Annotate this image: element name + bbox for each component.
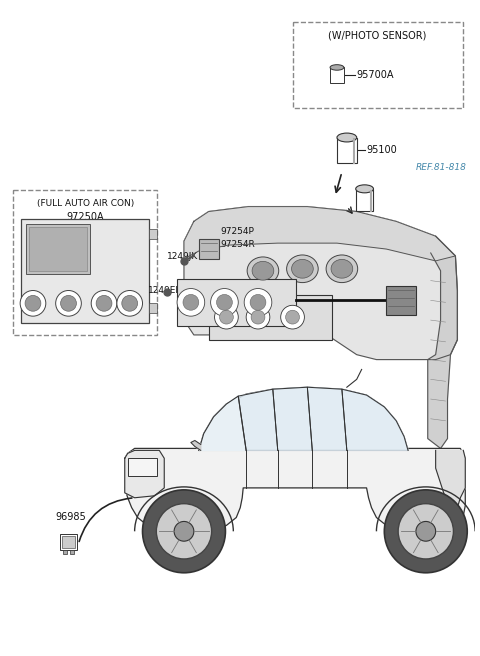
Circle shape (143, 490, 226, 573)
Polygon shape (428, 236, 457, 449)
Text: 1249EE: 1249EE (147, 286, 181, 295)
Circle shape (183, 295, 199, 310)
Circle shape (219, 310, 233, 324)
Bar (29, 228, 87, 271)
Ellipse shape (331, 259, 353, 278)
Circle shape (122, 295, 138, 311)
Circle shape (177, 289, 204, 316)
Polygon shape (436, 451, 465, 514)
Circle shape (398, 504, 454, 559)
Ellipse shape (356, 185, 373, 193)
Polygon shape (125, 449, 465, 531)
Circle shape (20, 291, 46, 316)
Text: 97254R: 97254R (220, 239, 255, 249)
FancyBboxPatch shape (292, 22, 463, 108)
Polygon shape (199, 387, 408, 451)
Bar (199, 239, 218, 259)
Bar (356, 189, 373, 211)
Bar (337, 138, 357, 163)
Text: (FULL AUTO AIR CON): (FULL AUTO AIR CON) (36, 199, 134, 208)
Polygon shape (184, 207, 456, 261)
Circle shape (25, 295, 41, 311)
Circle shape (174, 522, 194, 541)
Bar (209, 295, 332, 340)
Circle shape (384, 490, 467, 573)
Polygon shape (307, 387, 347, 451)
Polygon shape (184, 207, 457, 359)
Bar (71, 550, 74, 554)
Text: 95700A: 95700A (357, 70, 394, 80)
Polygon shape (273, 387, 312, 451)
Bar (61, 536, 75, 548)
Circle shape (250, 295, 266, 310)
Bar (60, 534, 77, 550)
Bar (26, 224, 90, 274)
Ellipse shape (337, 133, 357, 142)
Text: 96985: 96985 (56, 512, 86, 522)
Polygon shape (342, 389, 408, 451)
Circle shape (56, 291, 81, 316)
Bar (330, 68, 344, 83)
Ellipse shape (291, 259, 313, 278)
Polygon shape (191, 441, 201, 451)
Ellipse shape (330, 65, 344, 70)
Circle shape (216, 295, 232, 310)
Polygon shape (125, 451, 164, 498)
Circle shape (251, 310, 265, 324)
Text: 97254P: 97254P (220, 227, 254, 236)
Circle shape (156, 504, 212, 559)
Text: 97250A: 97250A (220, 286, 255, 295)
FancyBboxPatch shape (13, 190, 157, 335)
Bar (62, 550, 67, 554)
Text: 95100: 95100 (367, 146, 397, 155)
Bar (386, 285, 416, 315)
Bar (177, 279, 296, 326)
Circle shape (246, 305, 270, 329)
Bar (149, 303, 157, 313)
Ellipse shape (287, 255, 318, 283)
Circle shape (416, 522, 436, 541)
Circle shape (215, 305, 238, 329)
Bar (21, 220, 149, 323)
Circle shape (211, 289, 238, 316)
Circle shape (286, 310, 300, 324)
Bar (149, 230, 157, 239)
Ellipse shape (252, 261, 274, 280)
Ellipse shape (326, 255, 358, 283)
Polygon shape (199, 396, 246, 451)
Text: 1249JK: 1249JK (167, 253, 198, 262)
Circle shape (244, 289, 272, 316)
Text: (W/PHOTO SENSOR): (W/PHOTO SENSOR) (328, 31, 427, 41)
Text: 97250A: 97250A (66, 213, 104, 222)
Circle shape (91, 291, 117, 316)
Circle shape (281, 305, 304, 329)
Polygon shape (238, 389, 278, 451)
Circle shape (117, 291, 143, 316)
Ellipse shape (247, 257, 279, 285)
Circle shape (96, 295, 112, 311)
Circle shape (60, 295, 76, 311)
Bar (128, 459, 157, 476)
Text: REF.81-818: REF.81-818 (416, 163, 467, 172)
